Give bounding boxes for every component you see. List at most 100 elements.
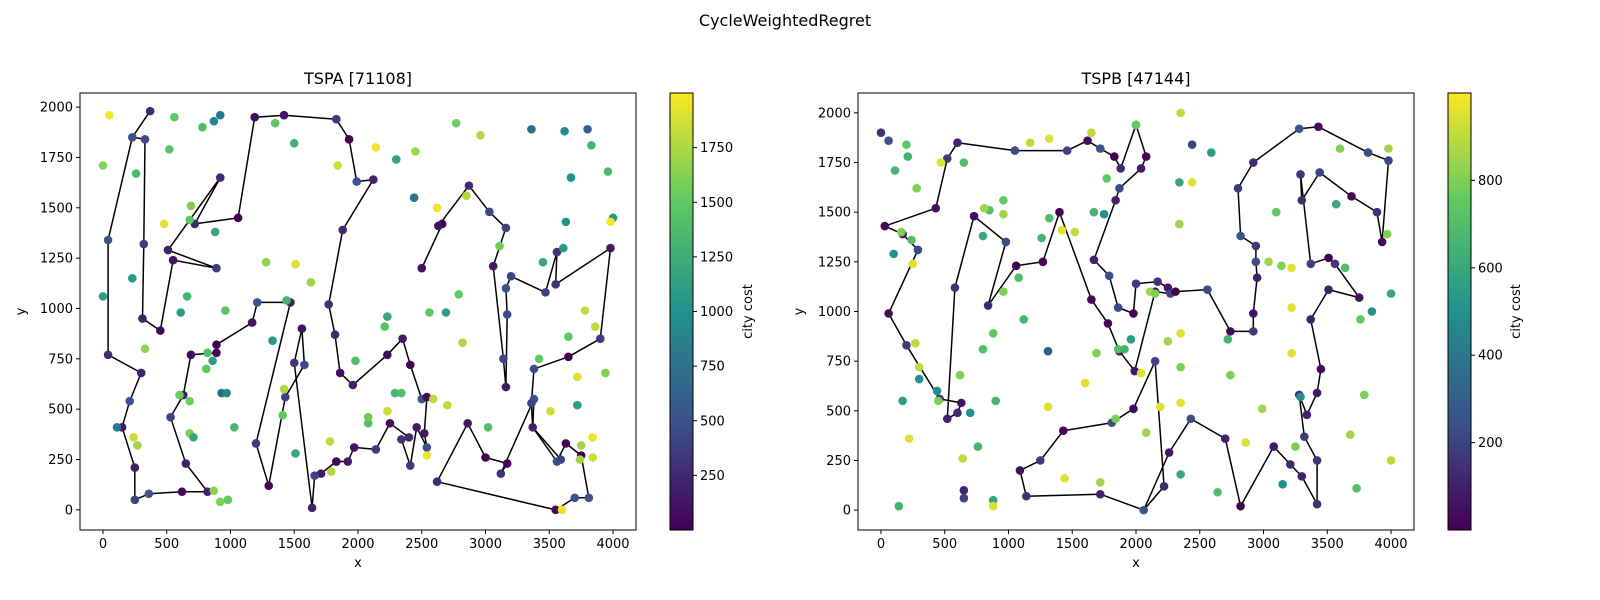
- city-point-selected: [383, 350, 392, 360]
- city-point: [198, 122, 207, 132]
- city-point: [575, 455, 585, 464]
- city-point-selected: [1001, 237, 1011, 247]
- city-point: [380, 322, 390, 331]
- city-point-selected: [551, 280, 560, 289]
- city-point: [442, 400, 452, 410]
- city-point-selected: [1324, 253, 1333, 263]
- city-point-selected: [464, 181, 474, 190]
- city-point-selected: [145, 106, 155, 116]
- city-point: [127, 273, 137, 283]
- x-tick-label: 4000: [596, 537, 629, 552]
- city-point: [210, 227, 220, 237]
- tour-path: [436, 398, 590, 511]
- city-point-selected: [564, 352, 573, 362]
- city-point-selected: [1269, 442, 1279, 451]
- y-tick-label: 2000: [818, 106, 851, 121]
- colorbar-label: city cost: [741, 284, 756, 339]
- x-tick-label: 2000: [341, 537, 374, 552]
- city-point-selected: [136, 368, 146, 378]
- city-point: [282, 296, 291, 305]
- city-point-selected: [332, 457, 341, 466]
- city-point-selected: [942, 154, 952, 163]
- city-point: [278, 410, 288, 420]
- city-point: [1060, 474, 1069, 483]
- city-point: [185, 396, 194, 406]
- city-point: [215, 110, 225, 120]
- city-point-selected: [1233, 184, 1243, 193]
- colorbar-tick-label: 200: [1478, 436, 1503, 451]
- x-tick-label: 2500: [1183, 537, 1216, 552]
- city-point: [383, 312, 392, 321]
- tour-nodes: [103, 106, 615, 515]
- city-point-selected: [371, 445, 381, 454]
- city-point-selected: [1297, 195, 1307, 205]
- city-point: [1175, 219, 1184, 229]
- chart-title: TSPA [71108]: [303, 69, 412, 88]
- city-point: [390, 388, 400, 398]
- city-point: [291, 259, 300, 269]
- city-point: [912, 184, 921, 193]
- city-point: [914, 362, 924, 372]
- city-point: [955, 370, 965, 380]
- city-point: [383, 406, 392, 416]
- colorbar-tick-label: 800: [1478, 174, 1503, 189]
- city-point-selected: [1022, 491, 1031, 501]
- city-point: [363, 418, 373, 428]
- city-point: [1291, 442, 1300, 451]
- city-point: [1176, 329, 1185, 338]
- city-point-selected: [1286, 460, 1295, 469]
- city-point: [588, 453, 597, 462]
- city-point-selected: [130, 495, 140, 505]
- colorbar-tick-label: 750: [700, 360, 725, 375]
- city-point-selected: [144, 489, 154, 499]
- city-point-selected: [1038, 257, 1048, 267]
- city-point-selected: [1363, 148, 1373, 157]
- city-point-selected: [1131, 279, 1141, 288]
- city-point-selected: [1315, 168, 1324, 177]
- city-point-selected: [529, 364, 539, 374]
- city-point: [215, 497, 225, 507]
- x-tick-label: 1000: [214, 537, 247, 552]
- city-point-selected: [281, 392, 290, 402]
- city-point: [1131, 120, 1141, 130]
- city-point: [1335, 144, 1345, 153]
- city-point: [884, 136, 893, 145]
- city-point: [1356, 315, 1365, 324]
- city-point: [560, 126, 569, 136]
- city-point-selected: [1011, 261, 1021, 271]
- city-point: [208, 356, 217, 366]
- colorbar-tick-label: 400: [1478, 349, 1503, 364]
- city-point-selected: [499, 354, 508, 364]
- city-point: [911, 338, 920, 348]
- city-point: [978, 231, 988, 241]
- city-point: [1287, 348, 1296, 358]
- city-point: [1359, 390, 1369, 400]
- city-point-selected: [181, 459, 191, 468]
- city-point: [1176, 362, 1185, 372]
- city-point-selected: [1150, 356, 1160, 366]
- city-point-selected: [324, 300, 333, 309]
- city-point-selected: [1306, 259, 1316, 269]
- colorbar-gradient: [670, 93, 693, 530]
- x-tick-label: 0: [99, 537, 107, 552]
- y-tick-label: 1000: [818, 305, 851, 320]
- city-point: [1113, 344, 1123, 354]
- figure-suptitle: CycleWeightedRegret: [699, 11, 871, 30]
- city-point: [133, 441, 142, 450]
- city-point: [105, 110, 114, 120]
- city-point: [1340, 263, 1350, 273]
- city-point: [129, 433, 138, 442]
- city-point-selected: [1095, 489, 1105, 499]
- y-tick-label: 1250: [40, 252, 73, 267]
- city-point-selected: [1377, 237, 1387, 247]
- city-point: [1187, 140, 1197, 149]
- city-point-selected: [233, 213, 243, 223]
- city-point: [932, 386, 942, 396]
- city-point-selected: [310, 471, 319, 480]
- city-point-selected: [343, 457, 353, 466]
- city-point: [1044, 134, 1054, 143]
- city-point: [903, 152, 913, 161]
- city-point: [959, 158, 969, 167]
- city-point-selected: [1062, 146, 1072, 155]
- city-point-selected: [1354, 293, 1364, 302]
